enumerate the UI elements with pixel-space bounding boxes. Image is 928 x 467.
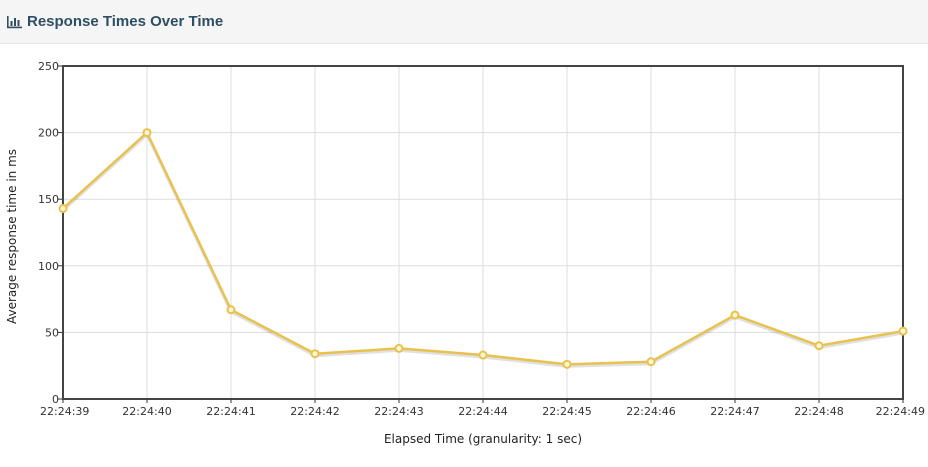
x-tick-label: 22:24:47: [710, 405, 759, 418]
data-point: [730, 310, 740, 320]
data-point: [58, 204, 68, 214]
y-tick-label: 150: [38, 193, 59, 206]
x-tick-label: 22:24:45: [542, 405, 591, 418]
data-point: [646, 357, 656, 367]
data-point: [310, 349, 320, 359]
y-tick-label: 100: [38, 260, 59, 273]
data-point: [226, 305, 236, 315]
y-axis-title: Average response time in ms: [5, 149, 19, 324]
x-tick-label: 22:24:44: [458, 405, 507, 418]
x-tick-label: 22:24:39: [40, 405, 89, 418]
panel-heading: Response Times Over Time: [0, 0, 928, 44]
y-tick-label: 50: [45, 326, 59, 339]
x-tick-label: 22:24:41: [206, 405, 255, 418]
panel-title: Response Times Over Time: [6, 13, 223, 30]
y-tick-label: 250: [38, 60, 59, 73]
x-axis-title: Elapsed Time (granularity: 1 sec): [384, 432, 582, 446]
chart-title: Response Times Over Time: [27, 13, 224, 30]
x-tick-label: 22:24:43: [374, 405, 423, 418]
x-tick-label: 22:24:48: [794, 405, 843, 418]
plot-frame: [62, 65, 904, 400]
x-tick-label: 22:24:40: [122, 405, 171, 418]
data-point: [814, 341, 824, 351]
data-point: [898, 326, 908, 336]
x-tick-label: 22:24:49: [876, 405, 925, 418]
data-point: [142, 128, 152, 138]
data-point: [562, 359, 572, 369]
data-point: [394, 343, 404, 353]
y-tick-label: 0: [52, 393, 59, 406]
response-time-chart: 0 50 100 150 200 250 22:24:39 22:24:40 22:24:41 2…: [5, 60, 925, 446]
x-tick-label: 22:24:42: [290, 405, 339, 418]
y-tick-label: 200: [38, 127, 59, 140]
data-point: [478, 350, 488, 360]
bar-chart-icon: [7, 15, 22, 28]
x-tick-label: 22:24:46: [626, 405, 675, 418]
